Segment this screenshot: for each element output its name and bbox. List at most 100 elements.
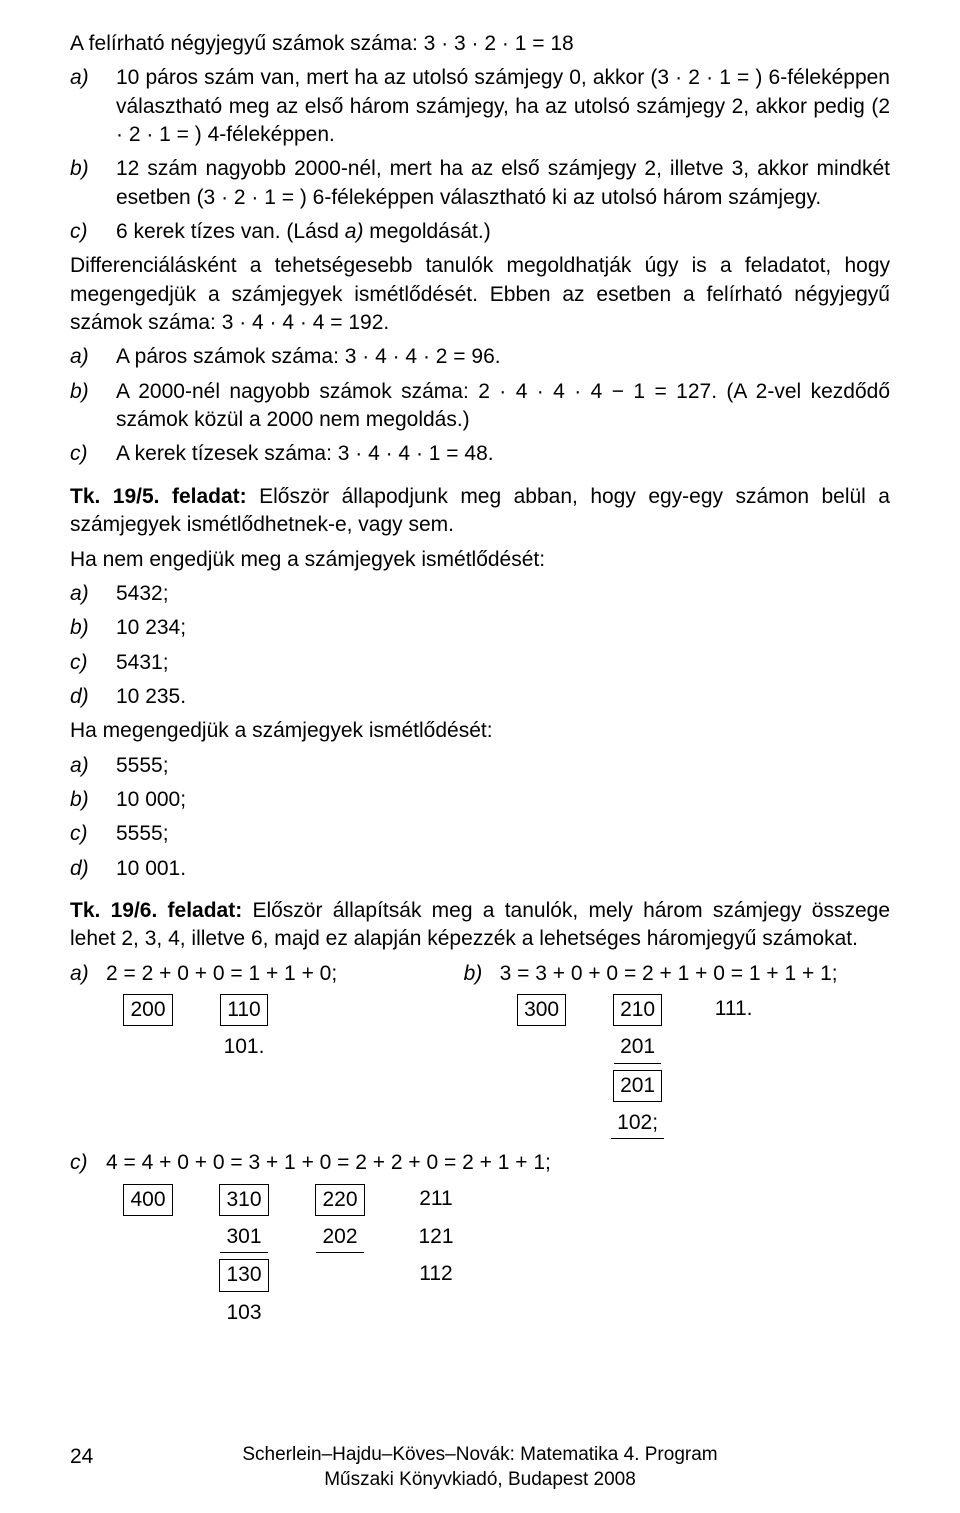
grid-cell-value: 211 bbox=[413, 1184, 458, 1214]
tk6-grid-a: 200110101. bbox=[70, 994, 464, 1063]
grid-cell bbox=[306, 1298, 374, 1328]
tk5-set2-d: d) 10 001. bbox=[70, 855, 890, 883]
list1-b-text: 12 szám nagyobb 2000-nél, mert ha az els… bbox=[116, 155, 890, 212]
grid-cell-value: 202 bbox=[316, 1222, 363, 1253]
grid-row: 201 bbox=[508, 1032, 890, 1063]
footer: Scherlein–Hajdu–Köves–Novák: Matematika … bbox=[0, 1442, 960, 1493]
list1-a-label: a) bbox=[70, 64, 116, 149]
grid-row: 301 202 121 bbox=[114, 1222, 890, 1253]
tk5-set2-a: a) 5555; bbox=[70, 752, 890, 780]
grid-cell bbox=[700, 1070, 768, 1102]
grid-cell: 111. bbox=[700, 994, 768, 1026]
list2-b: b) A 2000-nél nagyobb számok száma: 2 · … bbox=[70, 378, 890, 435]
grid-cell: 121 bbox=[402, 1222, 470, 1253]
grid-cell bbox=[114, 1222, 182, 1253]
grid-cell: 103 bbox=[210, 1298, 278, 1328]
grid-cell: 210 bbox=[604, 994, 672, 1026]
grid-cell bbox=[508, 1032, 576, 1063]
page: A felírható négyjegyű számok száma: 3 · … bbox=[0, 0, 960, 1513]
diff-para: Differenciálásként a tehetségesebb tanul… bbox=[70, 252, 890, 337]
grid-cell bbox=[114, 1298, 182, 1328]
grid-cell: 130 bbox=[210, 1259, 278, 1291]
grid-cell bbox=[700, 1032, 768, 1063]
tk6-b-lbl: b) bbox=[464, 960, 500, 988]
grid-cell: 300 bbox=[508, 994, 576, 1026]
intro-text: A felírható négyjegyű számok száma: 3 · … bbox=[70, 30, 890, 58]
tk5-set1-b-txt: 10 234; bbox=[116, 614, 890, 642]
grid-cell bbox=[700, 1108, 768, 1139]
grid-cell: 102; bbox=[604, 1108, 672, 1139]
grid-cell: 202 bbox=[306, 1222, 374, 1253]
tk5-set2-b-lbl: b) bbox=[70, 786, 116, 814]
list2-c-label: c) bbox=[70, 440, 116, 468]
grid-cell: 310 bbox=[210, 1184, 278, 1216]
grid-cell-value: 210 bbox=[613, 994, 662, 1026]
grid-row: 200 110 bbox=[114, 994, 464, 1026]
grid-cell bbox=[508, 1070, 576, 1102]
tk5-set2-a-lbl: a) bbox=[70, 752, 116, 780]
tk5-set2-c-txt: 5555; bbox=[116, 820, 890, 848]
tk5-set1-d: d) 10 235. bbox=[70, 683, 890, 711]
tk6-c-lbl: c) bbox=[70, 1149, 106, 1177]
tk6-b-eq: b) 3 = 3 + 0 + 0 = 2 + 1 + 0 = 1 + 1 + 1… bbox=[464, 960, 890, 988]
grid-cell: 400 bbox=[114, 1184, 182, 1216]
footer-line2: Műszaki Könyvkiadó, Budapest 2008 bbox=[0, 1467, 960, 1493]
tk6-a-col: a) 2 = 2 + 0 + 0 = 1 + 1 + 0; 200110101. bbox=[70, 960, 464, 1146]
grid-row: 400 310 220 211 bbox=[114, 1184, 890, 1216]
tk5-set2-d-txt: 10 001. bbox=[116, 855, 890, 883]
grid-cell: 200 bbox=[114, 994, 182, 1026]
grid-cell: 201 bbox=[604, 1032, 672, 1063]
grid-cell-value: 102; bbox=[611, 1108, 664, 1139]
list2-a-text: A páros számok száma: 3 · 4 · 4 · 2 = 96… bbox=[116, 343, 890, 371]
list1-a-text: 10 páros szám van, mert ha az utolsó szá… bbox=[116, 64, 890, 149]
tk5-set1-a-lbl: a) bbox=[70, 580, 116, 608]
tk5-set2-d-lbl: d) bbox=[70, 855, 116, 883]
tk6-grid-b: 300 210 111. 201 201 102; bbox=[464, 994, 890, 1139]
grid-cell-value: 130 bbox=[219, 1259, 268, 1291]
tk6-b-eq-txt: 3 = 3 + 0 + 0 = 2 + 1 + 0 = 1 + 1 + 1; bbox=[500, 960, 838, 988]
list1-b-label: b) bbox=[70, 155, 116, 212]
list1-c-ital: a) bbox=[345, 220, 364, 243]
grid-cell: 201 bbox=[604, 1070, 672, 1102]
tk6-c-eq-txt: 4 = 4 + 0 + 0 = 3 + 1 + 0 = 2 + 2 + 0 = … bbox=[106, 1149, 551, 1177]
grid-cell-value: 201 bbox=[613, 1070, 662, 1102]
footer-line1: Scherlein–Hajdu–Köves–Novák: Matematika … bbox=[0, 1442, 960, 1468]
grid-cell bbox=[114, 1259, 182, 1291]
grid-cell-value: 103 bbox=[220, 1298, 267, 1328]
tk5-set1-c-txt: 5431; bbox=[116, 649, 890, 677]
grid-cell-value: 301 bbox=[220, 1222, 267, 1253]
grid-cell-value: 121 bbox=[412, 1222, 459, 1252]
list2-c: c) A kerek tízesek száma: 3 · 4 · 4 · 1 … bbox=[70, 440, 890, 468]
list2-a: a) A páros számok száma: 3 · 4 · 4 · 2 =… bbox=[70, 343, 890, 371]
grid-cell: 301 bbox=[210, 1222, 278, 1253]
tk6-a-lbl: a) bbox=[70, 960, 106, 988]
tk5-set2-c-lbl: c) bbox=[70, 820, 116, 848]
grid-row: 300 210 111. bbox=[508, 994, 890, 1026]
grid-cell-value: 200 bbox=[123, 994, 172, 1026]
grid-row: 102; bbox=[508, 1108, 890, 1139]
grid-cell-value: 111. bbox=[709, 994, 759, 1024]
grid-cell bbox=[114, 1032, 182, 1062]
list1-c-part2: megoldását.) bbox=[363, 220, 490, 243]
grid-cell-value: 220 bbox=[315, 1184, 364, 1216]
grid-cell bbox=[508, 1108, 576, 1139]
grid-cell-value: 310 bbox=[219, 1184, 268, 1216]
grid-cell-value: 400 bbox=[123, 1184, 172, 1216]
list2-b-label: b) bbox=[70, 378, 116, 435]
tk5-set1-a-txt: 5432; bbox=[116, 580, 890, 608]
grid-cell: 112 bbox=[402, 1259, 470, 1291]
grid-row: 201 bbox=[508, 1070, 890, 1102]
grid-cell-value: 110 bbox=[220, 994, 267, 1026]
tk6-head-bold: Tk. 19/6. feladat: bbox=[70, 899, 242, 922]
tk5-set1-b-lbl: b) bbox=[70, 614, 116, 642]
list2-c-text: A kerek tízesek száma: 3 · 4 · 4 · 1 = 4… bbox=[116, 440, 890, 468]
tk5-head: Tk. 19/5. feladat: Először állapodjunk m… bbox=[70, 483, 890, 540]
grid-row: 130 112 bbox=[114, 1259, 890, 1291]
grid-cell-value: 300 bbox=[517, 994, 566, 1026]
tk6-a-eq-txt: 2 = 2 + 0 + 0 = 1 + 1 + 0; bbox=[106, 960, 337, 988]
tk5-set1-a: a) 5432; bbox=[70, 580, 890, 608]
tk5-set1-d-lbl: d) bbox=[70, 683, 116, 711]
grid-cell-value: 112 bbox=[413, 1259, 458, 1289]
list1-c: c) 6 kerek tízes van. (Lásd a) megoldásá… bbox=[70, 218, 890, 246]
tk6-head: Tk. 19/6. feladat: Először állapítsák me… bbox=[70, 897, 890, 954]
